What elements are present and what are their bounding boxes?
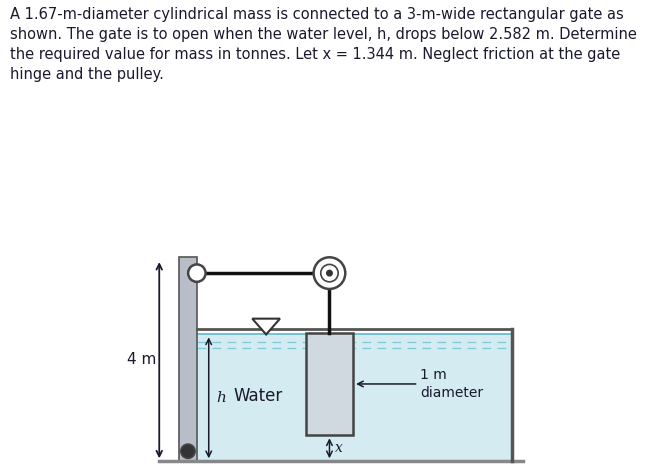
Text: x: x bbox=[335, 441, 343, 455]
Circle shape bbox=[188, 265, 206, 282]
Polygon shape bbox=[197, 334, 512, 461]
Circle shape bbox=[321, 265, 338, 282]
Circle shape bbox=[314, 257, 345, 289]
Polygon shape bbox=[306, 332, 353, 436]
Text: 1 m: 1 m bbox=[421, 368, 447, 382]
Text: diameter: diameter bbox=[421, 386, 484, 399]
Text: A 1.67-m-diameter cylindrical mass is connected to a 3-m-wide rectangular gate a: A 1.67-m-diameter cylindrical mass is co… bbox=[10, 7, 637, 82]
Circle shape bbox=[181, 444, 195, 458]
Polygon shape bbox=[253, 319, 280, 334]
Text: Water: Water bbox=[234, 387, 283, 405]
Circle shape bbox=[327, 270, 332, 276]
Polygon shape bbox=[179, 257, 197, 461]
Text: 4 m: 4 m bbox=[127, 352, 156, 367]
Text: h: h bbox=[217, 391, 227, 405]
